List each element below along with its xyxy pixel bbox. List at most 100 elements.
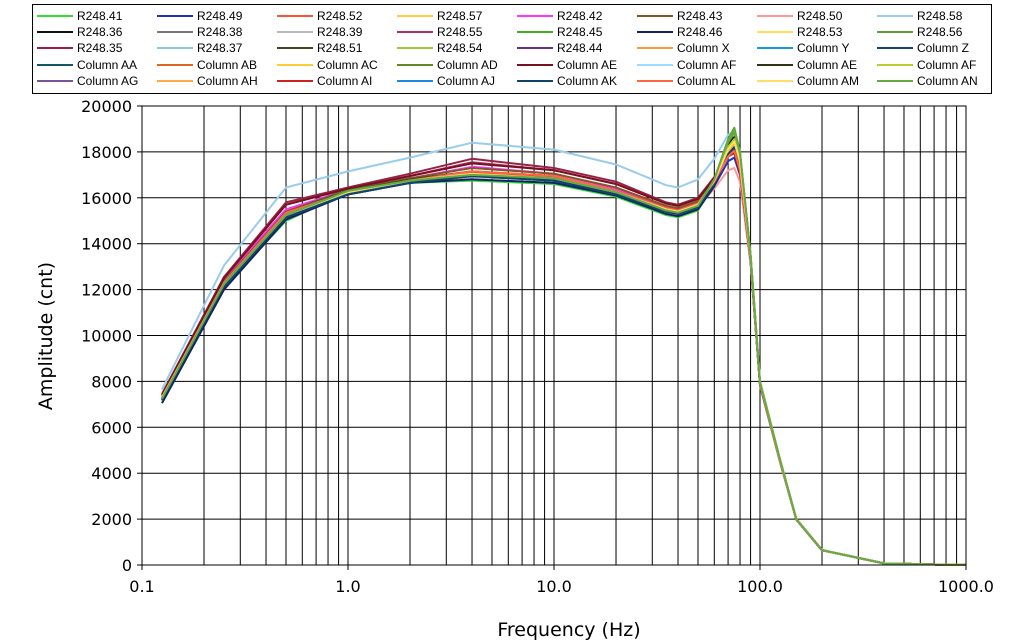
- legend-label: Column Z: [917, 41, 970, 56]
- gridlines: [141, 105, 967, 566]
- legend-label: Column Y: [797, 41, 850, 56]
- legend-swatch: [637, 15, 673, 17]
- x-tick-label: 1.0: [335, 577, 360, 596]
- legend-item: Column AF: [637, 57, 736, 73]
- legend-swatch: [637, 63, 673, 66]
- legend-item: R248.53: [757, 24, 842, 40]
- legend-label: Column AC: [317, 57, 378, 72]
- legend-label: Column AB: [197, 57, 258, 72]
- legend-label: R248.36: [77, 25, 123, 40]
- legend-item: R248.54: [397, 40, 482, 56]
- legend-swatch: [517, 63, 553, 66]
- legend-label: Column AG: [77, 73, 139, 88]
- legend-label: R248.35: [77, 41, 123, 56]
- legend-item: R248.46: [637, 24, 722, 40]
- series-line: [161, 130, 967, 566]
- legend-item: R248.50: [757, 8, 842, 24]
- legend-label: R248.42: [557, 9, 603, 23]
- legend-swatch: [157, 47, 193, 50]
- legend-swatch: [757, 31, 793, 34]
- legend-label: R248.41: [77, 9, 123, 23]
- legend-label: Column AL: [677, 73, 736, 88]
- x-tick-label: 10.0: [536, 577, 572, 596]
- legend-item: R248.51: [277, 40, 362, 56]
- y-tick-label: 18000: [81, 143, 132, 162]
- legend-label: Column AF: [677, 57, 737, 72]
- y-tick-label: 2000: [91, 510, 132, 529]
- legend-swatch: [877, 15, 913, 17]
- y-tick-label: 6000: [91, 418, 132, 437]
- legend-label: Column AE: [557, 57, 618, 72]
- legend-label: R248.53: [797, 25, 843, 40]
- legend-item: Column AL: [637, 73, 736, 89]
- legend-item: Column AI: [277, 73, 372, 89]
- legend-swatch: [397, 63, 433, 66]
- legend-item: R248.49: [157, 8, 242, 24]
- legend-label: Column AF: [917, 57, 977, 72]
- legend-item: R248.52: [277, 8, 362, 24]
- legend-swatch: [397, 31, 433, 34]
- legend-item: R248.36: [37, 24, 122, 40]
- legend-swatch: [37, 79, 73, 82]
- y-tick-label: 12000: [81, 281, 132, 300]
- legend-item: R248.45: [517, 24, 602, 40]
- legend-label: R248.55: [437, 25, 483, 40]
- series-line: [161, 147, 967, 566]
- legend-item: R248.43: [637, 8, 722, 24]
- legend-swatch: [517, 15, 553, 17]
- legend-item: Column X: [637, 40, 730, 56]
- y-tick-label: 8000: [91, 372, 132, 391]
- legend-swatch: [877, 47, 913, 50]
- x-tick-label: 1000.0: [938, 577, 994, 596]
- legend-item: Column AG: [37, 73, 138, 89]
- legend-label: Column AM: [797, 73, 860, 88]
- legend-swatch: [277, 15, 313, 17]
- legend-item: Column AB: [157, 57, 257, 73]
- legend-item: Column AE: [757, 57, 857, 73]
- legend-label: Column AN: [917, 73, 978, 88]
- legend-swatch: [37, 15, 73, 17]
- x-axis-label: Frequency (Hz): [497, 619, 640, 641]
- y-tick-label: 4000: [91, 464, 132, 483]
- legend-item: Column Y: [757, 40, 849, 56]
- legend-label: R248.52: [317, 9, 363, 23]
- legend-label: Column AK: [557, 73, 618, 88]
- legend-swatch: [637, 47, 673, 50]
- y-tick-label: 14000: [81, 235, 132, 254]
- legend-item: Column AA: [37, 57, 137, 73]
- series-line: [161, 167, 967, 566]
- legend-swatch: [517, 31, 553, 34]
- legend-swatch: [637, 79, 673, 82]
- legend-swatch: [277, 79, 313, 82]
- legend-item: Column AM: [757, 73, 859, 89]
- legend-item: Column AD: [397, 57, 498, 73]
- legend-swatch: [637, 31, 673, 34]
- legend-swatch: [37, 47, 73, 50]
- legend-swatch: [757, 15, 793, 17]
- legend-item: Column AK: [517, 73, 617, 89]
- axes: 0 2000 4000 6000 8000 10000 12000 14000 16000 180…: [81, 97, 994, 596]
- legend-label: Column AJ: [437, 73, 496, 88]
- legend: R248.41 R248.49 R248.52 R248.57 R248.42 R248.…: [32, 4, 992, 94]
- legend-label: R248.37: [197, 41, 243, 56]
- legend-swatch: [277, 31, 313, 34]
- legend-swatch: [37, 31, 73, 34]
- legend-label: Column AI: [317, 73, 373, 88]
- series-line: [161, 129, 967, 566]
- legend-swatch: [157, 15, 193, 17]
- legend-item: Column AC: [277, 57, 378, 73]
- legend-item: R248.38: [157, 24, 242, 40]
- legend-label: R248.38: [197, 25, 243, 40]
- legend-swatch: [877, 31, 913, 34]
- legend-swatch: [877, 79, 913, 82]
- series-line: [161, 138, 967, 566]
- legend-label: Column AD: [437, 57, 498, 72]
- legend-item: Column AH: [157, 73, 258, 89]
- series-line: [161, 138, 967, 566]
- y-tick-label: 10000: [81, 327, 132, 346]
- legend-label: R248.51: [317, 41, 363, 56]
- legend-label: R248.57: [437, 9, 483, 23]
- legend-swatch: [517, 79, 553, 82]
- series-line: [161, 130, 967, 566]
- legend-swatch: [37, 63, 73, 66]
